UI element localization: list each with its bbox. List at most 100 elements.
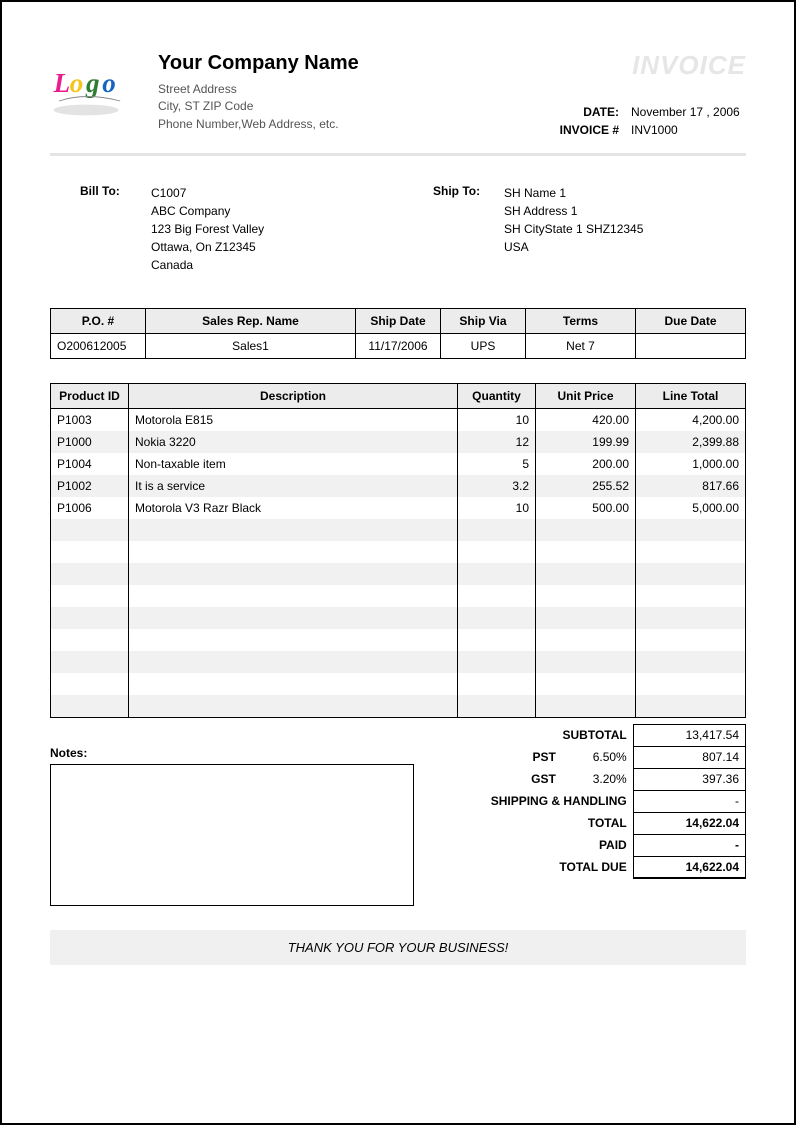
bill-to-line: Ottawa, On Z12345 xyxy=(151,238,264,256)
table-row xyxy=(51,541,746,563)
item-total xyxy=(636,629,746,651)
order-h-shipdate: Ship Date xyxy=(356,309,441,334)
table-row: P1002It is a service3.2255.52817.66 xyxy=(51,475,746,497)
ship-to-line: SH Address 1 xyxy=(504,202,643,220)
subtotal-value: 13,417.54 xyxy=(633,724,745,746)
order-due xyxy=(636,334,746,359)
table-row xyxy=(51,651,746,673)
table-row: P1003Motorola E81510420.004,200.00 xyxy=(51,409,746,432)
item-total: 1,000.00 xyxy=(636,453,746,475)
totals-row-paid: PAID - xyxy=(424,834,746,856)
pst-pct: 6.50% xyxy=(562,746,633,768)
items-h-qty: Quantity xyxy=(458,384,536,409)
items-h-total: Line Total xyxy=(636,384,746,409)
header-divider xyxy=(50,153,746,156)
totals-row-due: TOTAL DUE 14,622.04 xyxy=(424,856,746,878)
svg-text:g: g xyxy=(85,68,100,98)
header-right: INVOICE DATE: November 17 , 2006 INVOICE… xyxy=(534,50,746,139)
ship-to-block: Ship To: SH Name 1 SH Address 1 SH CityS… xyxy=(433,184,746,274)
table-row: P1004Non-taxable item5200.001,000.00 xyxy=(51,453,746,475)
subtotal-label: SUBTOTAL xyxy=(424,724,633,746)
order-header-row: P.O. # Sales Rep. Name Ship Date Ship Vi… xyxy=(51,309,746,334)
item-qty xyxy=(458,519,536,541)
invno-label: INVOICE # xyxy=(534,121,619,139)
totals-row-subtotal: SUBTOTAL 13,417.54 xyxy=(424,724,746,746)
paid-label: PAID xyxy=(424,834,633,856)
order-h-terms: Terms xyxy=(526,309,636,334)
order-row: O200612005 Sales1 11/17/2006 UPS Net 7 xyxy=(51,334,746,359)
order-h-due: Due Date xyxy=(636,309,746,334)
ship-to-lines: SH Name 1 SH Address 1 SH CityState 1 SH… xyxy=(504,184,643,274)
item-total xyxy=(636,695,746,717)
item-price xyxy=(536,629,636,651)
item-id xyxy=(51,607,129,629)
item-qty xyxy=(458,651,536,673)
totals-table: SUBTOTAL 13,417.54 PST 6.50% 807.14 GST … xyxy=(424,724,746,880)
item-desc xyxy=(129,541,458,563)
item-price xyxy=(536,541,636,563)
item-total xyxy=(636,563,746,585)
item-price: 255.52 xyxy=(536,475,636,497)
item-qty: 12 xyxy=(458,431,536,453)
item-qty: 10 xyxy=(458,497,536,519)
total-value: 14,622.04 xyxy=(633,812,745,834)
table-row: P1006Motorola V3 Razr Black10500.005,000… xyxy=(51,497,746,519)
date-label: DATE: xyxy=(534,103,619,121)
item-qty: 5 xyxy=(458,453,536,475)
item-total: 5,000.00 xyxy=(636,497,746,519)
invoice-title: INVOICE xyxy=(534,50,746,81)
item-desc xyxy=(129,673,458,695)
svg-text:o: o xyxy=(70,68,84,98)
order-h-po: P.O. # xyxy=(51,309,146,334)
item-id: P1004 xyxy=(51,453,129,475)
item-total xyxy=(636,585,746,607)
shipping-value: - xyxy=(633,790,745,812)
item-total xyxy=(636,607,746,629)
order-h-rep: Sales Rep. Name xyxy=(146,309,356,334)
due-label: TOTAL DUE xyxy=(424,856,633,878)
meta-invoiceno: INVOICE # INV1000 xyxy=(534,121,746,139)
pst-label: PST xyxy=(424,746,562,768)
item-id xyxy=(51,651,129,673)
item-price: 199.99 xyxy=(536,431,636,453)
company-block: Your Company Name Street Address City, S… xyxy=(158,50,359,133)
bill-to-label: Bill To: xyxy=(80,184,135,274)
item-price xyxy=(536,607,636,629)
item-price xyxy=(536,563,636,585)
ship-to-line: SH Name 1 xyxy=(504,184,643,202)
order-table: P.O. # Sales Rep. Name Ship Date Ship Vi… xyxy=(50,308,746,359)
item-qty xyxy=(458,607,536,629)
item-desc: Nokia 3220 xyxy=(129,431,458,453)
item-desc xyxy=(129,629,458,651)
gst-pct: 3.20% xyxy=(562,768,633,790)
bill-to-line: Canada xyxy=(151,256,264,274)
item-desc xyxy=(129,651,458,673)
item-desc xyxy=(129,519,458,541)
pst-value: 807.14 xyxy=(633,746,745,768)
table-row xyxy=(51,695,746,717)
order-terms: Net 7 xyxy=(526,334,636,359)
addresses: Bill To: C1007 ABC Company 123 Big Fores… xyxy=(50,184,746,274)
shipping-label: SHIPPING & HANDLING xyxy=(424,790,633,812)
item-id xyxy=(51,519,129,541)
company-city: City, ST ZIP Code xyxy=(158,98,359,115)
item-price xyxy=(536,673,636,695)
item-total xyxy=(636,673,746,695)
ship-to-line: USA xyxy=(504,238,643,256)
company-contact: Phone Number,Web Address, etc. xyxy=(158,116,359,133)
item-id xyxy=(51,541,129,563)
item-qty xyxy=(458,695,536,717)
bill-to-line: C1007 xyxy=(151,184,264,202)
bill-to-block: Bill To: C1007 ABC Company 123 Big Fores… xyxy=(80,184,393,274)
item-price: 420.00 xyxy=(536,409,636,432)
order-po: O200612005 xyxy=(51,334,146,359)
table-row: P1000Nokia 322012199.992,399.88 xyxy=(51,431,746,453)
svg-text:L: L xyxy=(53,68,71,98)
items-section: Product ID Description Quantity Unit Pri… xyxy=(50,383,746,718)
header: L o g o Your Company Name Street Address… xyxy=(50,50,746,139)
item-total xyxy=(636,541,746,563)
invno-value: INV1000 xyxy=(631,121,746,139)
gst-value: 397.36 xyxy=(633,768,745,790)
item-desc: Non-taxable item xyxy=(129,453,458,475)
company-street: Street Address xyxy=(158,81,359,98)
